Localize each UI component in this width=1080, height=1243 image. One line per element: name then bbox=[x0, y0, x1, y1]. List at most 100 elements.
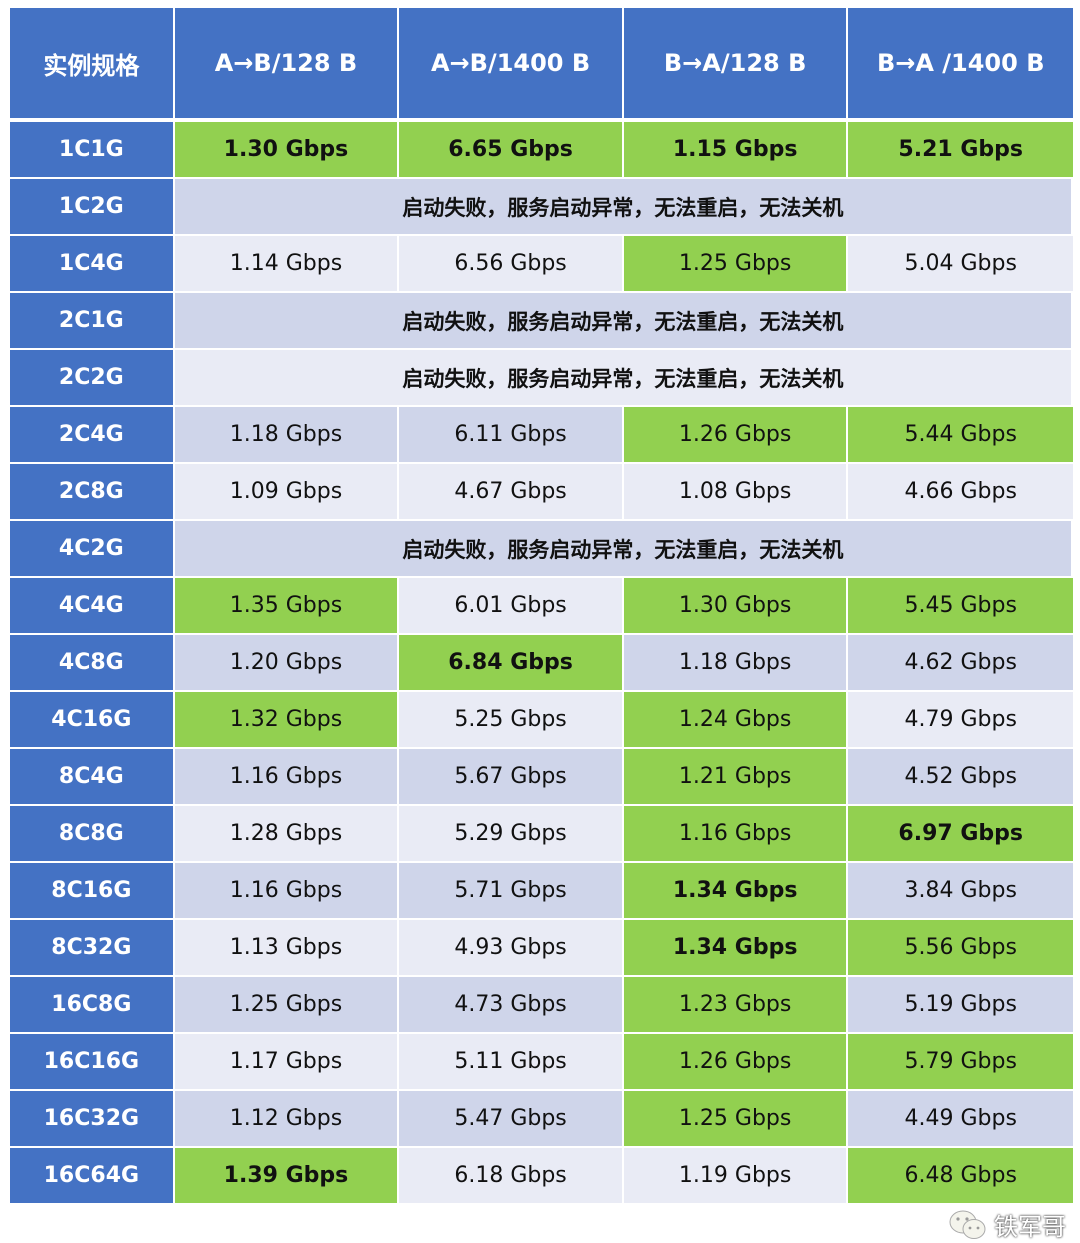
spec-cell: 1C1G bbox=[10, 122, 175, 177]
throughput-cell: 1.16 Gbps bbox=[623, 806, 849, 861]
throughput-cell: 5.44 Gbps bbox=[848, 407, 1073, 462]
failure-cell: 启动失败，服务启动异常，无法重启，无法关机 bbox=[174, 521, 1073, 576]
throughput-cell: 1.18 Gbps bbox=[623, 635, 849, 690]
spec-cell: 2C1G bbox=[10, 293, 175, 348]
throughput-cell: 5.71 Gbps bbox=[399, 863, 624, 918]
table-row: 2C2G 启动失败，服务启动异常，无法重启，无法关机 bbox=[10, 350, 1073, 407]
throughput-cell: 6.11 Gbps bbox=[399, 407, 624, 462]
throughput-cell: 1.25 Gbps bbox=[174, 977, 400, 1032]
throughput-cell: 1.13 Gbps bbox=[174, 920, 400, 975]
table-row: 2C8G 1.09 Gbps 4.67 Gbps 1.08 Gbps 4.66 Gbps bbox=[10, 464, 1073, 521]
table-row: 1C4G 1.14 Gbps 6.56 Gbps 1.25 Gbps 5.04 Gbps bbox=[10, 236, 1073, 293]
table-row: 4C2G 启动失败，服务启动异常，无法重启，无法关机 bbox=[10, 521, 1073, 578]
throughput-cell: 1.35 Gbps bbox=[174, 578, 400, 633]
throughput-cell: 1.26 Gbps bbox=[623, 1034, 849, 1089]
spec-cell: 4C8G bbox=[10, 635, 175, 690]
throughput-cell: 6.18 Gbps bbox=[399, 1148, 624, 1203]
header-ab-128: A→B/128 B bbox=[174, 8, 400, 118]
throughput-cell: 5.45 Gbps bbox=[848, 578, 1073, 633]
spec-cell: 16C8G bbox=[10, 977, 175, 1032]
throughput-cell: 1.28 Gbps bbox=[174, 806, 400, 861]
throughput-cell: 1.24 Gbps bbox=[623, 692, 849, 747]
watermark-text: 铁军哥 bbox=[994, 1213, 1066, 1241]
throughput-cell: 4.52 Gbps bbox=[848, 749, 1073, 804]
throughput-cell: 1.25 Gbps bbox=[623, 236, 849, 291]
throughput-cell: 1.14 Gbps bbox=[174, 236, 400, 291]
throughput-cell: 1.20 Gbps bbox=[174, 635, 400, 690]
throughput-cell: 6.56 Gbps bbox=[399, 236, 624, 291]
throughput-cell: 6.65 Gbps bbox=[399, 122, 624, 177]
table-row: 1C1G 1.30 Gbps 6.65 Gbps 1.15 Gbps 5.21 Gbps bbox=[10, 122, 1073, 179]
spec-cell: 16C32G bbox=[10, 1091, 175, 1146]
throughput-cell: 4.62 Gbps bbox=[848, 635, 1073, 690]
throughput-cell: 5.25 Gbps bbox=[399, 692, 624, 747]
throughput-cell: 1.21 Gbps bbox=[623, 749, 849, 804]
header-ba-1400: B→A /1400 B bbox=[848, 8, 1073, 118]
header-row: 实例规格 A→B/128 B A→B/1400 B B→A/128 B B→A … bbox=[10, 8, 1073, 122]
throughput-cell: 1.32 Gbps bbox=[174, 692, 400, 747]
table-row: 8C8G 1.28 Gbps 5.29 Gbps 1.16 Gbps 6.97 Gbps bbox=[10, 806, 1073, 863]
spec-cell: 8C4G bbox=[10, 749, 175, 804]
throughput-cell: 3.84 Gbps bbox=[848, 863, 1073, 918]
throughput-cell: 5.67 Gbps bbox=[399, 749, 624, 804]
throughput-cell: 1.12 Gbps bbox=[174, 1091, 400, 1146]
throughput-cell: 5.21 Gbps bbox=[848, 122, 1073, 177]
throughput-cell: 1.16 Gbps bbox=[174, 749, 400, 804]
throughput-cell: 4.79 Gbps bbox=[848, 692, 1073, 747]
throughput-cell: 5.79 Gbps bbox=[848, 1034, 1073, 1089]
table-row: 16C8G 1.25 Gbps 4.73 Gbps 1.23 Gbps 5.19 Gbp… bbox=[10, 977, 1073, 1034]
throughput-cell: 4.49 Gbps bbox=[848, 1091, 1073, 1146]
throughput-cell: 5.47 Gbps bbox=[399, 1091, 624, 1146]
table-row: 4C16G 1.32 Gbps 5.25 Gbps 1.24 Gbps 4.79 Gbp… bbox=[10, 692, 1073, 749]
throughput-cell: 1.30 Gbps bbox=[174, 122, 400, 177]
throughput-cell: 4.67 Gbps bbox=[399, 464, 624, 519]
table-row: 16C32G 1.12 Gbps 5.47 Gbps 1.25 Gbps 4.49 Gb… bbox=[10, 1091, 1073, 1148]
spec-cell: 2C8G bbox=[10, 464, 175, 519]
table-row: 4C4G 1.35 Gbps 6.01 Gbps 1.30 Gbps 5.45 Gbps bbox=[10, 578, 1073, 635]
spec-cell: 4C4G bbox=[10, 578, 175, 633]
throughput-cell: 4.93 Gbps bbox=[399, 920, 624, 975]
table-row: 8C32G 1.13 Gbps 4.93 Gbps 1.34 Gbps 5.56 Gbp… bbox=[10, 920, 1073, 977]
header-spec: 实例规格 bbox=[10, 8, 175, 118]
throughput-cell: 1.30 Gbps bbox=[623, 578, 849, 633]
throughput-cell: 1.34 Gbps bbox=[623, 863, 849, 918]
throughput-cell: 6.01 Gbps bbox=[399, 578, 624, 633]
spec-cell: 16C64G bbox=[10, 1148, 175, 1203]
table-row: 16C64G 1.39 Gbps 6.18 Gbps 1.19 Gbps 6.48 Gb… bbox=[10, 1148, 1073, 1205]
throughput-cell: 1.16 Gbps bbox=[174, 863, 400, 918]
spec-cell: 1C4G bbox=[10, 236, 175, 291]
throughput-cell: 4.66 Gbps bbox=[848, 464, 1073, 519]
spec-cell: 4C16G bbox=[10, 692, 175, 747]
failure-cell: 启动失败，服务启动异常，无法重启，无法关机 bbox=[174, 293, 1073, 348]
header-ab-1400: A→B/1400 B bbox=[399, 8, 624, 118]
wechat-icon bbox=[949, 1210, 986, 1239]
throughput-cell: 5.56 Gbps bbox=[848, 920, 1073, 975]
watermark: 铁军哥 bbox=[948, 1207, 1066, 1242]
spec-cell: 16C16G bbox=[10, 1034, 175, 1089]
table-row: 8C4G 1.16 Gbps 5.67 Gbps 1.21 Gbps 4.52 Gbps bbox=[10, 749, 1073, 806]
throughput-cell: 5.19 Gbps bbox=[848, 977, 1073, 1032]
throughput-cell: 5.04 Gbps bbox=[848, 236, 1073, 291]
throughput-cell: 5.11 Gbps bbox=[399, 1034, 624, 1089]
throughput-cell: 4.73 Gbps bbox=[399, 977, 624, 1032]
throughput-cell: 1.09 Gbps bbox=[174, 464, 400, 519]
throughput-cell: 1.19 Gbps bbox=[623, 1148, 849, 1203]
throughput-cell: 1.08 Gbps bbox=[623, 464, 849, 519]
failure-cell: 启动失败，服务启动异常，无法重启，无法关机 bbox=[174, 179, 1073, 234]
throughput-cell: 6.97 Gbps bbox=[848, 806, 1073, 861]
throughput-cell: 1.18 Gbps bbox=[174, 407, 400, 462]
failure-cell: 启动失败，服务启动异常，无法重启，无法关机 bbox=[174, 350, 1073, 405]
spec-cell: 1C2G bbox=[10, 179, 175, 234]
throughput-cell: 1.17 Gbps bbox=[174, 1034, 400, 1089]
table-row: 4C8G 1.20 Gbps 6.84 Gbps 1.18 Gbps 4.62 Gbps bbox=[10, 635, 1073, 692]
table-row: 2C4G 1.18 Gbps 6.11 Gbps 1.26 Gbps 5.44 Gbps bbox=[10, 407, 1073, 464]
spec-cell: 2C4G bbox=[10, 407, 175, 462]
table-row: 8C16G 1.16 Gbps 5.71 Gbps 1.34 Gbps 3.84 Gbp… bbox=[10, 863, 1073, 920]
table-body: 1C1G 1.30 Gbps 6.65 Gbps 1.15 Gbps 5.21 Gbps… bbox=[10, 122, 1073, 1205]
throughput-cell: 1.39 Gbps bbox=[174, 1148, 400, 1203]
spec-cell: 4C2G bbox=[10, 521, 175, 576]
throughput-cell: 1.23 Gbps bbox=[623, 977, 849, 1032]
throughput-cell: 1.26 Gbps bbox=[623, 407, 849, 462]
spec-cell: 8C32G bbox=[10, 920, 175, 975]
throughput-table: 实例规格 A→B/128 B A→B/1400 B B→A/128 B B→A … bbox=[10, 8, 1073, 1205]
